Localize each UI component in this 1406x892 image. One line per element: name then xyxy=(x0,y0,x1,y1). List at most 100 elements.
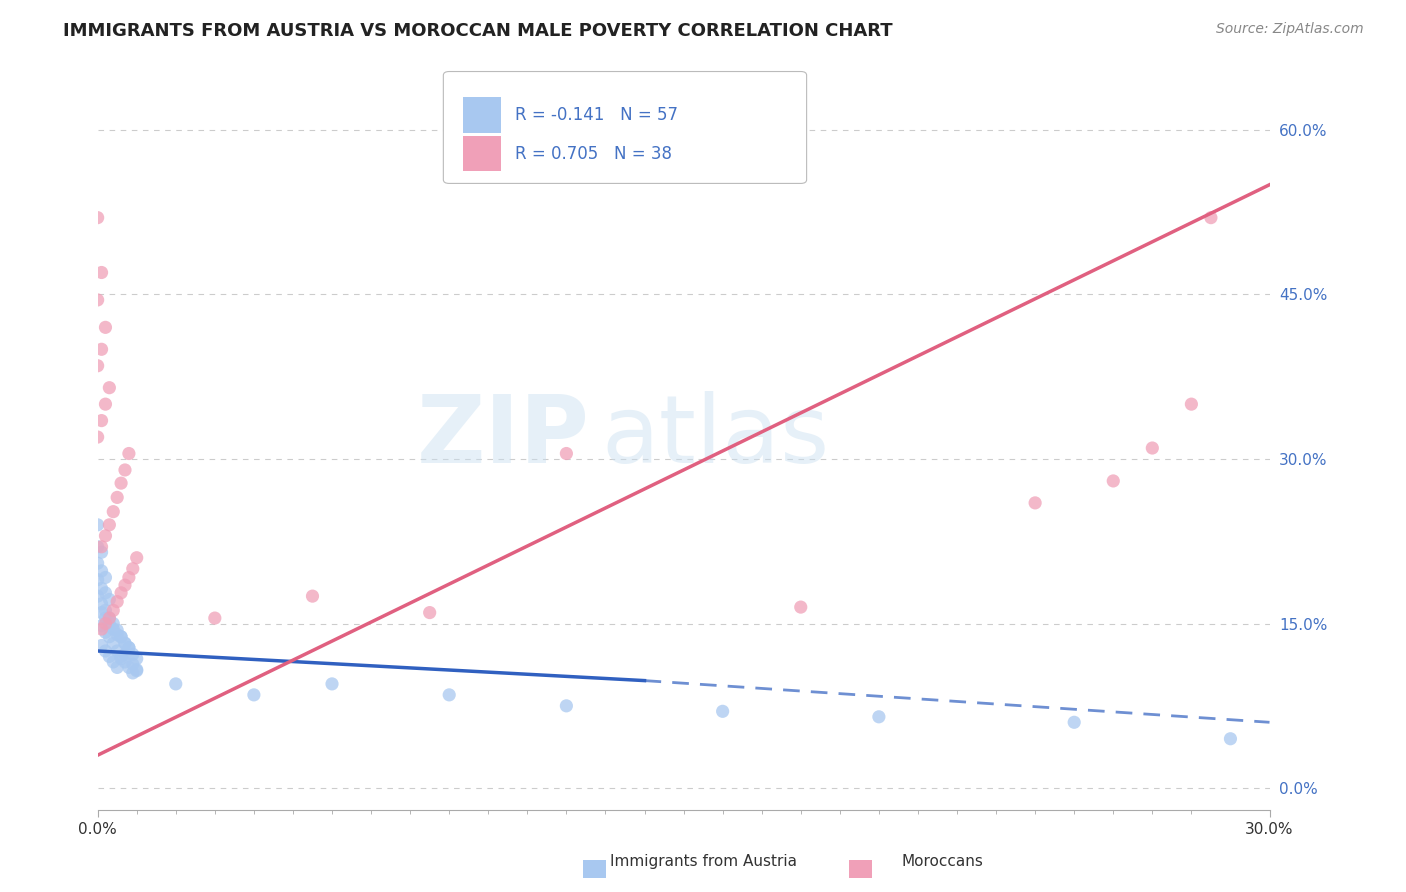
Point xyxy=(94,611,117,625)
Point xyxy=(94,529,117,543)
Point xyxy=(86,430,108,444)
Point xyxy=(121,647,143,661)
Point xyxy=(94,644,117,658)
Point xyxy=(103,505,125,519)
Point xyxy=(118,446,141,460)
Point xyxy=(243,688,266,702)
Point xyxy=(94,603,117,617)
Text: R = 0.705   N = 38: R = 0.705 N = 38 xyxy=(515,145,672,162)
Text: Source: ZipAtlas.com: Source: ZipAtlas.com xyxy=(1216,22,1364,37)
Point xyxy=(90,564,112,578)
Point xyxy=(90,622,112,636)
Point xyxy=(98,517,121,532)
Point xyxy=(419,606,441,620)
Point xyxy=(94,570,117,584)
Point xyxy=(711,704,734,718)
FancyBboxPatch shape xyxy=(463,136,501,171)
Point xyxy=(90,343,112,357)
Point xyxy=(114,647,136,661)
Point xyxy=(1219,731,1241,746)
Point xyxy=(90,265,112,279)
Point xyxy=(86,517,108,532)
Point xyxy=(105,660,128,674)
Point xyxy=(321,677,343,691)
Point xyxy=(90,597,112,611)
Point xyxy=(98,630,121,644)
Point xyxy=(94,397,117,411)
Point xyxy=(121,665,143,680)
Point xyxy=(110,651,132,665)
Point xyxy=(118,640,141,655)
Point xyxy=(105,644,128,658)
Point xyxy=(103,603,125,617)
Point xyxy=(94,616,117,631)
Point xyxy=(114,636,136,650)
Point xyxy=(110,630,132,644)
Point xyxy=(1024,496,1046,510)
Point xyxy=(86,589,108,603)
Point xyxy=(790,600,813,615)
Point xyxy=(98,611,121,625)
Point xyxy=(98,381,121,395)
Text: Moroccans: Moroccans xyxy=(901,854,983,869)
Point xyxy=(118,660,141,674)
Point xyxy=(114,463,136,477)
Point xyxy=(555,446,578,460)
Point xyxy=(90,545,112,559)
Point xyxy=(555,698,578,713)
Point xyxy=(90,619,112,633)
Point xyxy=(94,625,117,640)
FancyBboxPatch shape xyxy=(443,71,807,184)
Point xyxy=(98,592,121,607)
Point xyxy=(90,582,112,596)
Point xyxy=(105,491,128,505)
Point xyxy=(125,550,148,565)
Text: Immigrants from Austria: Immigrants from Austria xyxy=(609,854,797,869)
Point xyxy=(118,570,141,584)
Point xyxy=(86,573,108,587)
Point xyxy=(125,664,148,678)
Point xyxy=(121,562,143,576)
Text: R = -0.141   N = 57: R = -0.141 N = 57 xyxy=(515,106,678,124)
Point xyxy=(94,586,117,600)
Point xyxy=(114,655,136,669)
Point xyxy=(103,636,125,650)
Point xyxy=(114,636,136,650)
Point xyxy=(105,627,128,641)
Point xyxy=(86,293,108,307)
Point xyxy=(1180,397,1202,411)
Point xyxy=(110,476,132,491)
Point xyxy=(1063,715,1085,730)
Point xyxy=(103,616,125,631)
Point xyxy=(204,611,226,625)
Text: atlas: atlas xyxy=(602,391,830,483)
Point xyxy=(110,630,132,644)
Point xyxy=(105,623,128,637)
Point xyxy=(105,594,128,608)
Point xyxy=(1102,474,1125,488)
Point xyxy=(125,651,148,665)
Point xyxy=(110,586,132,600)
Point xyxy=(98,649,121,664)
Point xyxy=(103,655,125,669)
Point xyxy=(98,616,121,631)
Point xyxy=(86,211,108,225)
Point xyxy=(86,540,108,554)
Text: IMMIGRANTS FROM AUSTRIA VS MOROCCAN MALE POVERTY CORRELATION CHART: IMMIGRANTS FROM AUSTRIA VS MOROCCAN MALE… xyxy=(63,22,893,40)
Point xyxy=(90,414,112,428)
Point xyxy=(114,578,136,592)
Point xyxy=(165,677,187,691)
Point xyxy=(868,710,890,724)
Point xyxy=(1199,211,1222,225)
Point xyxy=(86,359,108,373)
Point xyxy=(125,663,148,677)
Point xyxy=(94,320,117,334)
Point xyxy=(90,540,112,554)
Point xyxy=(103,622,125,636)
Point xyxy=(118,640,141,655)
Point xyxy=(1142,441,1164,455)
Point xyxy=(90,606,112,620)
Point xyxy=(301,589,323,603)
Point xyxy=(437,688,460,702)
Point xyxy=(90,639,112,653)
